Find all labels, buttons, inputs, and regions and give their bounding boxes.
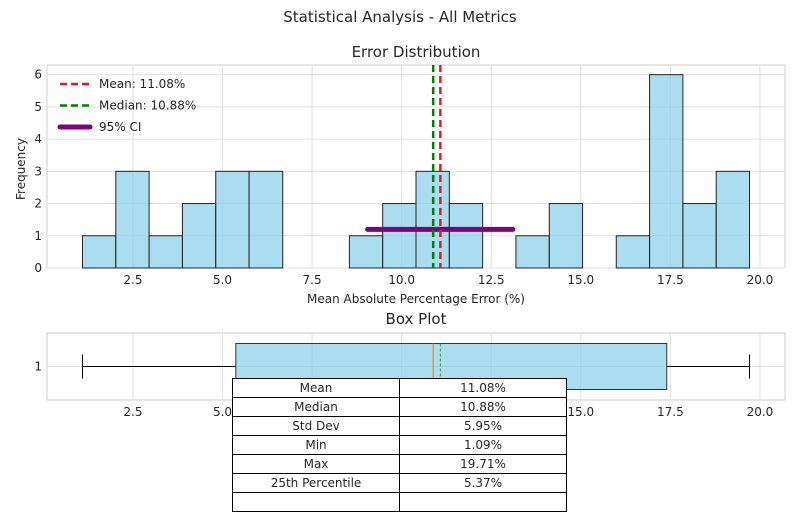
- x-tick-label: 12.5: [478, 273, 505, 287]
- histogram-bar: [348, 235, 384, 269]
- histogram-bar: [215, 170, 250, 269]
- stat-name-cell: 25th Percentile: [232, 473, 400, 493]
- x-tick-label: 5.0: [213, 405, 232, 419]
- figure-suptitle: Statistical Analysis - All Metrics: [283, 8, 517, 26]
- histogram-title: Error Distribution: [352, 43, 481, 61]
- histogram-bar: [148, 235, 183, 269]
- x-tick-label: 15.0: [567, 273, 594, 287]
- stat-name-cell: Std Dev: [232, 416, 400, 436]
- legend-label: Mean: 11.08%: [99, 77, 185, 91]
- stats-row: Std Dev 5.95%: [232, 416, 567, 436]
- x-tick-label: 5.0: [213, 273, 232, 287]
- histogram-bar: [382, 203, 417, 269]
- stats-table: Mean 11.08% Median 10.88% Std Dev 5.95% Min 1.0…: [232, 378, 567, 512]
- stat-empty-cell: [399, 492, 567, 512]
- y-tick-label: 2: [34, 197, 42, 211]
- stat-value-cell: 19.71%: [399, 454, 567, 474]
- y-tick-label: 1: [34, 360, 42, 374]
- stats-row: Min 1.09%: [232, 435, 567, 455]
- histogram-bar: [181, 203, 217, 269]
- x-tick-label: 2.5: [123, 405, 142, 419]
- y-tick-label: 0: [34, 261, 42, 275]
- histogram-bar: [248, 170, 284, 269]
- x-tick-label: 20.0: [747, 273, 774, 287]
- histogram-bar: [515, 235, 550, 269]
- histogram-bar: [682, 203, 717, 269]
- stat-empty-cell: [232, 492, 400, 512]
- histogram-bar: [649, 74, 684, 269]
- stat-name-cell: Median: [232, 397, 400, 417]
- histogram-xlabel: Mean Absolute Percentage Error (%): [307, 292, 525, 306]
- histogram-bar: [115, 170, 150, 269]
- stats-row: Median 10.88%: [232, 397, 567, 417]
- stat-value-cell: 1.09%: [399, 435, 567, 455]
- histogram-bar: [615, 235, 651, 269]
- x-tick-label: 20.0: [747, 405, 774, 419]
- histogram-ylabel: Frequency: [14, 138, 28, 200]
- stat-value-cell: 5.95%: [399, 416, 567, 436]
- stats-row-clipped: [232, 492, 567, 512]
- legend-label: Median: 10.88%: [99, 99, 196, 113]
- stat-value-cell: 11.08%: [399, 378, 567, 398]
- stat-value-cell: 10.88%: [399, 397, 567, 417]
- y-tick-label: 1: [34, 229, 42, 243]
- stat-value-cell: 5.37%: [399, 473, 567, 493]
- stats-row: 25th Percentile 5.37%: [232, 473, 567, 493]
- stat-name-cell: Max: [232, 454, 400, 474]
- legend-label: 95% CI: [99, 120, 141, 134]
- y-tick-label: 6: [34, 68, 42, 82]
- stats-row: Mean 11.08%: [232, 378, 567, 398]
- y-tick-label: 3: [34, 164, 42, 178]
- x-tick-label: 7.5: [303, 273, 322, 287]
- histogram-bar: [548, 203, 584, 269]
- chart-canvas: Statistical Analysis - All Metrics Error…: [14, 8, 786, 419]
- histogram-bar: [448, 203, 484, 269]
- stat-name-cell: Mean: [232, 378, 400, 398]
- x-tick-label: 15.0: [567, 405, 594, 419]
- stats-row: Max 19.71%: [232, 454, 567, 474]
- y-tick-label: 4: [34, 132, 42, 146]
- histogram-plot: 2.5 5.0 7.5 10.0 12.5 15.0 17.5 20.0 0 1 2 3 4 5 6 Mean…: [34, 64, 786, 287]
- x-tick-label: 17.5: [657, 273, 684, 287]
- stat-name-cell: Min: [232, 435, 400, 455]
- y-tick-label: 5: [34, 100, 42, 114]
- histogram-bar: [81, 235, 117, 269]
- histogram-bar: [715, 170, 751, 269]
- x-tick-label: 17.5: [657, 405, 684, 419]
- boxplot-title: Box Plot: [386, 310, 447, 328]
- x-tick-label: 10.0: [388, 273, 415, 287]
- x-tick-label: 2.5: [123, 273, 142, 287]
